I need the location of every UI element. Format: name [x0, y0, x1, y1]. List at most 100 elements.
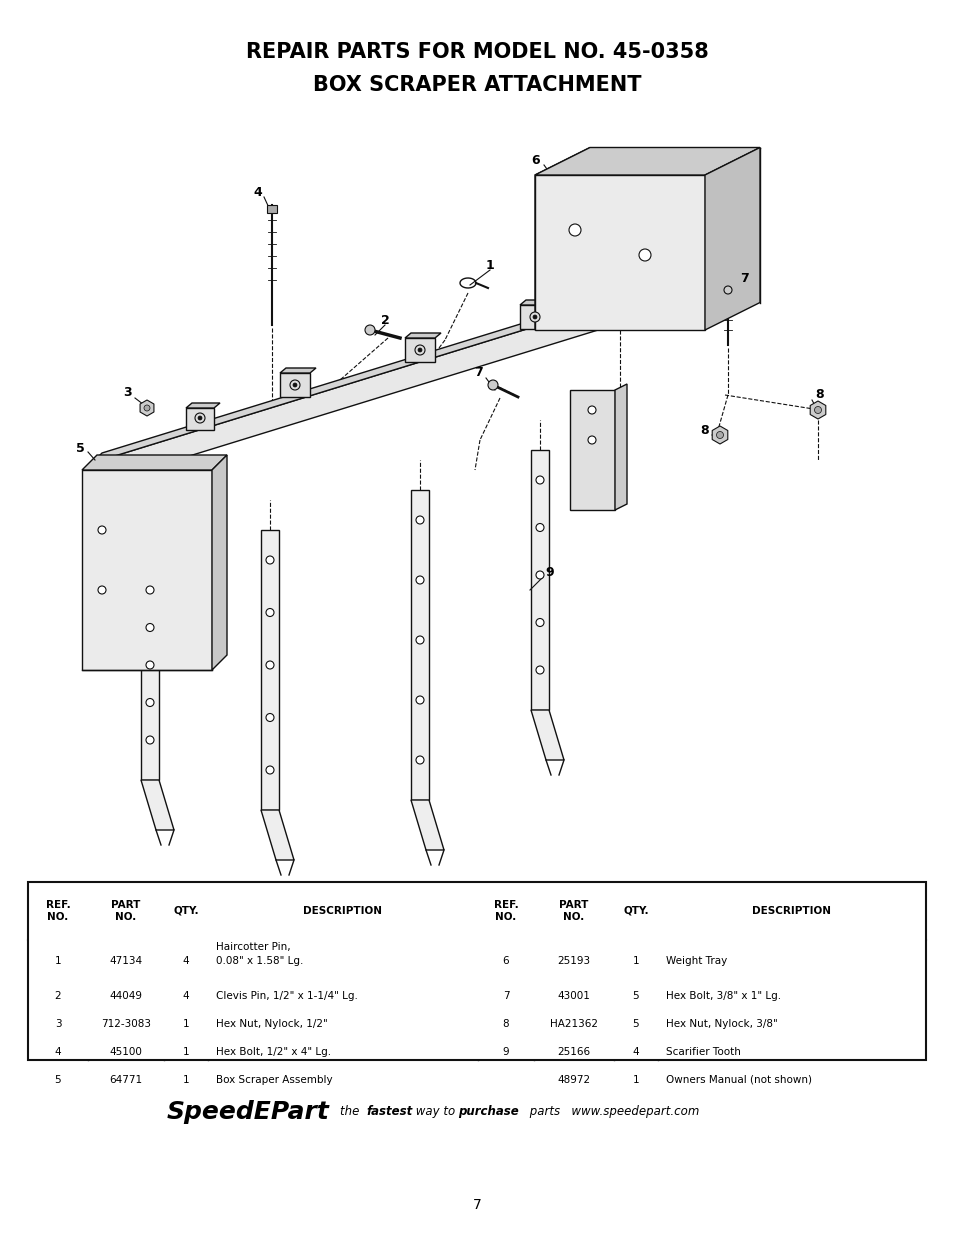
Text: Owners Manual (not shown): Owners Manual (not shown) — [665, 1074, 811, 1086]
Circle shape — [416, 697, 423, 704]
Polygon shape — [615, 384, 626, 510]
Text: 64771: 64771 — [110, 1074, 142, 1086]
Polygon shape — [82, 454, 227, 471]
Text: 1: 1 — [54, 956, 61, 966]
Text: 7: 7 — [740, 272, 749, 284]
Circle shape — [416, 516, 423, 524]
Polygon shape — [28, 882, 925, 1060]
Polygon shape — [140, 400, 153, 416]
Text: PART
NO.: PART NO. — [112, 900, 140, 921]
Text: 47134: 47134 — [110, 956, 142, 966]
Polygon shape — [280, 368, 315, 373]
Circle shape — [146, 736, 153, 743]
Text: 5: 5 — [632, 1019, 639, 1029]
Text: 8: 8 — [700, 424, 709, 436]
Polygon shape — [531, 450, 548, 710]
Text: 7: 7 — [475, 367, 483, 379]
Circle shape — [415, 345, 424, 354]
Polygon shape — [531, 710, 563, 760]
Polygon shape — [411, 800, 443, 850]
Text: 48972: 48972 — [557, 1074, 590, 1086]
Text: 4: 4 — [182, 956, 189, 966]
Circle shape — [266, 609, 274, 616]
Polygon shape — [535, 147, 589, 330]
Circle shape — [416, 636, 423, 643]
Text: 6: 6 — [531, 153, 539, 167]
Circle shape — [194, 412, 205, 424]
Polygon shape — [712, 426, 727, 445]
Text: 2: 2 — [54, 990, 61, 1002]
Text: way to: way to — [412, 1105, 458, 1119]
Polygon shape — [267, 205, 276, 212]
Circle shape — [266, 714, 274, 721]
Circle shape — [417, 348, 421, 352]
Circle shape — [533, 315, 537, 319]
Polygon shape — [280, 373, 310, 396]
Polygon shape — [519, 300, 556, 305]
Circle shape — [266, 556, 274, 564]
Text: REPAIR PARTS FOR MODEL NO. 45-0358: REPAIR PARTS FOR MODEL NO. 45-0358 — [245, 42, 708, 62]
Circle shape — [536, 666, 543, 674]
Text: Scarifier Tooth: Scarifier Tooth — [665, 1047, 740, 1057]
Text: 25193: 25193 — [557, 956, 590, 966]
Text: 9: 9 — [545, 566, 554, 578]
Polygon shape — [535, 175, 704, 330]
Circle shape — [146, 585, 153, 594]
Text: 25166: 25166 — [557, 1047, 590, 1057]
Text: REF.
NO.: REF. NO. — [46, 900, 71, 921]
Circle shape — [536, 619, 543, 626]
Text: Haircotter Pin,
0.08" x 1.58" Lg.: Haircotter Pin, 0.08" x 1.58" Lg. — [215, 942, 303, 966]
Polygon shape — [141, 781, 173, 830]
Polygon shape — [405, 333, 440, 338]
Polygon shape — [91, 295, 637, 487]
Circle shape — [98, 526, 106, 534]
Text: purchase: purchase — [457, 1105, 518, 1119]
Circle shape — [146, 624, 153, 631]
Text: BOX SCRAPER ATTACHMENT: BOX SCRAPER ATTACHMENT — [313, 75, 640, 95]
Polygon shape — [261, 810, 294, 860]
Text: 7: 7 — [502, 990, 509, 1002]
Circle shape — [568, 224, 580, 236]
Text: SpeedEPart: SpeedEPart — [167, 1100, 329, 1124]
Text: PART
NO.: PART NO. — [558, 900, 588, 921]
Circle shape — [587, 406, 596, 414]
Circle shape — [814, 406, 821, 414]
Text: 3: 3 — [124, 387, 132, 399]
Polygon shape — [186, 403, 220, 408]
Polygon shape — [704, 147, 760, 330]
Text: 6: 6 — [502, 956, 509, 966]
Circle shape — [198, 416, 202, 420]
Text: 712-3083: 712-3083 — [101, 1019, 151, 1029]
Text: 4: 4 — [253, 185, 262, 199]
Circle shape — [536, 524, 543, 531]
Text: the: the — [339, 1105, 363, 1119]
Text: 44049: 44049 — [110, 990, 142, 1002]
Text: Hex Bolt, 1/2" x 4" Lg.: Hex Bolt, 1/2" x 4" Lg. — [215, 1047, 331, 1057]
Polygon shape — [186, 408, 213, 430]
Text: 5: 5 — [54, 1074, 61, 1086]
Circle shape — [146, 699, 153, 706]
Circle shape — [416, 756, 423, 764]
Text: Hex Bolt, 3/8" x 1" Lg.: Hex Bolt, 3/8" x 1" Lg. — [665, 990, 781, 1002]
Text: Hex Nut, Nylock, 1/2": Hex Nut, Nylock, 1/2" — [215, 1019, 328, 1029]
Circle shape — [587, 436, 596, 445]
Polygon shape — [261, 530, 278, 810]
Circle shape — [488, 380, 497, 390]
Text: 2: 2 — [380, 314, 389, 326]
Circle shape — [536, 571, 543, 579]
Polygon shape — [82, 471, 212, 671]
Text: 4: 4 — [182, 990, 189, 1002]
Text: Weight Tray: Weight Tray — [665, 956, 726, 966]
Text: QTY.: QTY. — [173, 906, 198, 916]
Circle shape — [290, 380, 299, 390]
Text: 9: 9 — [502, 1047, 509, 1057]
Circle shape — [293, 383, 296, 387]
Text: 7: 7 — [472, 1198, 481, 1212]
Polygon shape — [519, 305, 550, 329]
Polygon shape — [212, 454, 227, 671]
Polygon shape — [411, 490, 429, 800]
Text: 5: 5 — [75, 441, 84, 454]
Circle shape — [416, 576, 423, 584]
Polygon shape — [141, 559, 159, 781]
Text: parts   www.speedepart.com: parts www.speedepart.com — [525, 1105, 699, 1119]
